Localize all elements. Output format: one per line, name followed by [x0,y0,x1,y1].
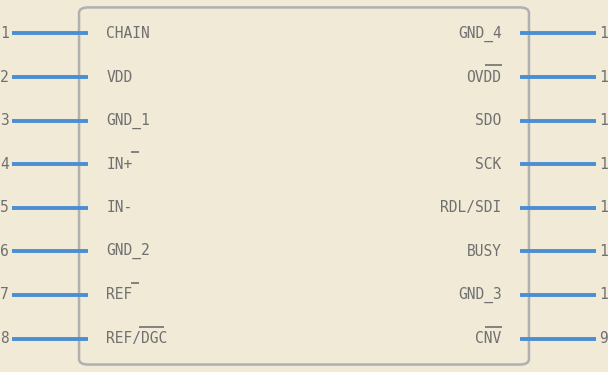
FancyBboxPatch shape [79,7,529,365]
Text: 5: 5 [1,200,9,215]
Text: GND_1: GND_1 [106,113,150,129]
Text: 2: 2 [1,70,9,84]
Text: CNV: CNV [475,331,502,346]
Text: VDD: VDD [106,70,133,84]
Text: SDO: SDO [475,113,502,128]
Text: 1: 1 [1,26,9,41]
Text: 6: 6 [1,244,9,259]
Text: IN-: IN- [106,200,133,215]
Text: 4: 4 [1,157,9,172]
Text: 9: 9 [599,331,607,346]
Text: OVDD: OVDD [466,70,502,84]
Text: 13: 13 [599,157,608,172]
Text: 15: 15 [599,70,608,84]
Text: CHAIN: CHAIN [106,26,150,41]
Text: 10: 10 [599,288,608,302]
Text: 11: 11 [599,244,608,259]
Text: 7: 7 [1,288,9,302]
Text: GND_2: GND_2 [106,243,150,259]
Text: RDL/SDI: RDL/SDI [440,200,502,215]
Text: REF: REF [106,288,133,302]
Text: GND_3: GND_3 [458,287,502,303]
Text: REF/DGC: REF/DGC [106,331,168,346]
Text: SCK: SCK [475,157,502,172]
Text: BUSY: BUSY [466,244,502,259]
Text: 3: 3 [1,113,9,128]
Text: 14: 14 [599,113,608,128]
Text: 12: 12 [599,200,608,215]
Text: IN+: IN+ [106,157,133,172]
Text: 16: 16 [599,26,608,41]
Text: 8: 8 [1,331,9,346]
Text: GND_4: GND_4 [458,25,502,42]
